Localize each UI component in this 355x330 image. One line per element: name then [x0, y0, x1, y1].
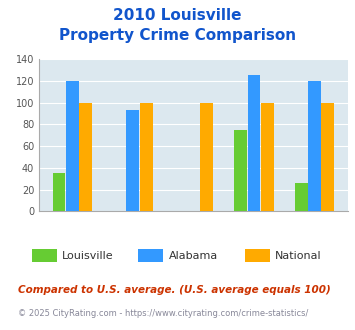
Text: 2010 Louisville: 2010 Louisville: [113, 8, 242, 23]
Text: © 2025 CityRating.com - https://www.cityrating.com/crime-statistics/: © 2025 CityRating.com - https://www.city…: [18, 309, 308, 318]
Text: Alabama: Alabama: [169, 251, 218, 261]
Text: National: National: [275, 251, 322, 261]
Bar: [234, 130, 247, 211]
Bar: [308, 81, 321, 211]
Bar: [53, 173, 65, 211]
Text: Compared to U.S. average. (U.S. average equals 100): Compared to U.S. average. (U.S. average …: [18, 285, 331, 295]
Text: Louisville: Louisville: [62, 251, 114, 261]
Bar: [247, 75, 261, 211]
Bar: [66, 81, 79, 211]
Text: Property Crime Comparison: Property Crime Comparison: [59, 28, 296, 43]
Bar: [261, 103, 274, 211]
Bar: [322, 103, 334, 211]
Bar: [295, 183, 308, 211]
Bar: [79, 103, 92, 211]
Bar: [200, 103, 213, 211]
Bar: [126, 110, 140, 211]
Bar: [140, 103, 153, 211]
